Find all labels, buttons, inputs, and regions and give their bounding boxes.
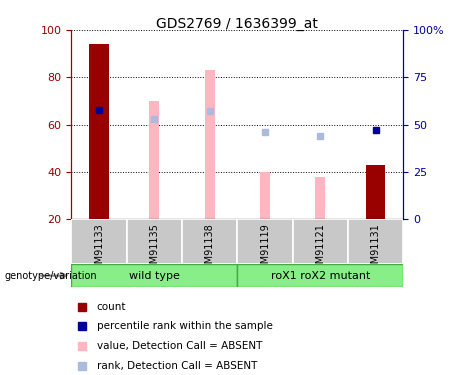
Text: GSM91131: GSM91131 <box>371 223 381 276</box>
Text: roX1 roX2 mutant: roX1 roX2 mutant <box>271 271 370 280</box>
Text: GSM91133: GSM91133 <box>94 223 104 276</box>
Bar <box>237 219 293 264</box>
Text: rank, Detection Call = ABSENT: rank, Detection Call = ABSENT <box>97 361 257 371</box>
Bar <box>89 44 109 219</box>
Bar <box>348 219 403 264</box>
Bar <box>293 219 348 264</box>
Bar <box>315 177 325 219</box>
Text: GSM91135: GSM91135 <box>149 223 160 276</box>
Bar <box>127 219 182 264</box>
Bar <box>366 165 385 219</box>
Bar <box>260 172 270 219</box>
Text: GSM91121: GSM91121 <box>315 223 325 276</box>
Bar <box>237 264 403 287</box>
Text: GDS2769 / 1636399_at: GDS2769 / 1636399_at <box>156 17 319 32</box>
Text: count: count <box>97 302 126 312</box>
Bar <box>205 70 215 219</box>
Bar <box>71 264 237 287</box>
Text: genotype/variation: genotype/variation <box>5 271 97 280</box>
Bar <box>182 219 237 264</box>
Text: GSM91138: GSM91138 <box>205 223 215 276</box>
Text: percentile rank within the sample: percentile rank within the sample <box>97 321 273 332</box>
Bar <box>149 101 160 219</box>
Text: GSM91119: GSM91119 <box>260 223 270 276</box>
Bar <box>71 219 127 264</box>
Text: value, Detection Call = ABSENT: value, Detection Call = ABSENT <box>97 341 262 351</box>
Text: wild type: wild type <box>129 271 180 280</box>
